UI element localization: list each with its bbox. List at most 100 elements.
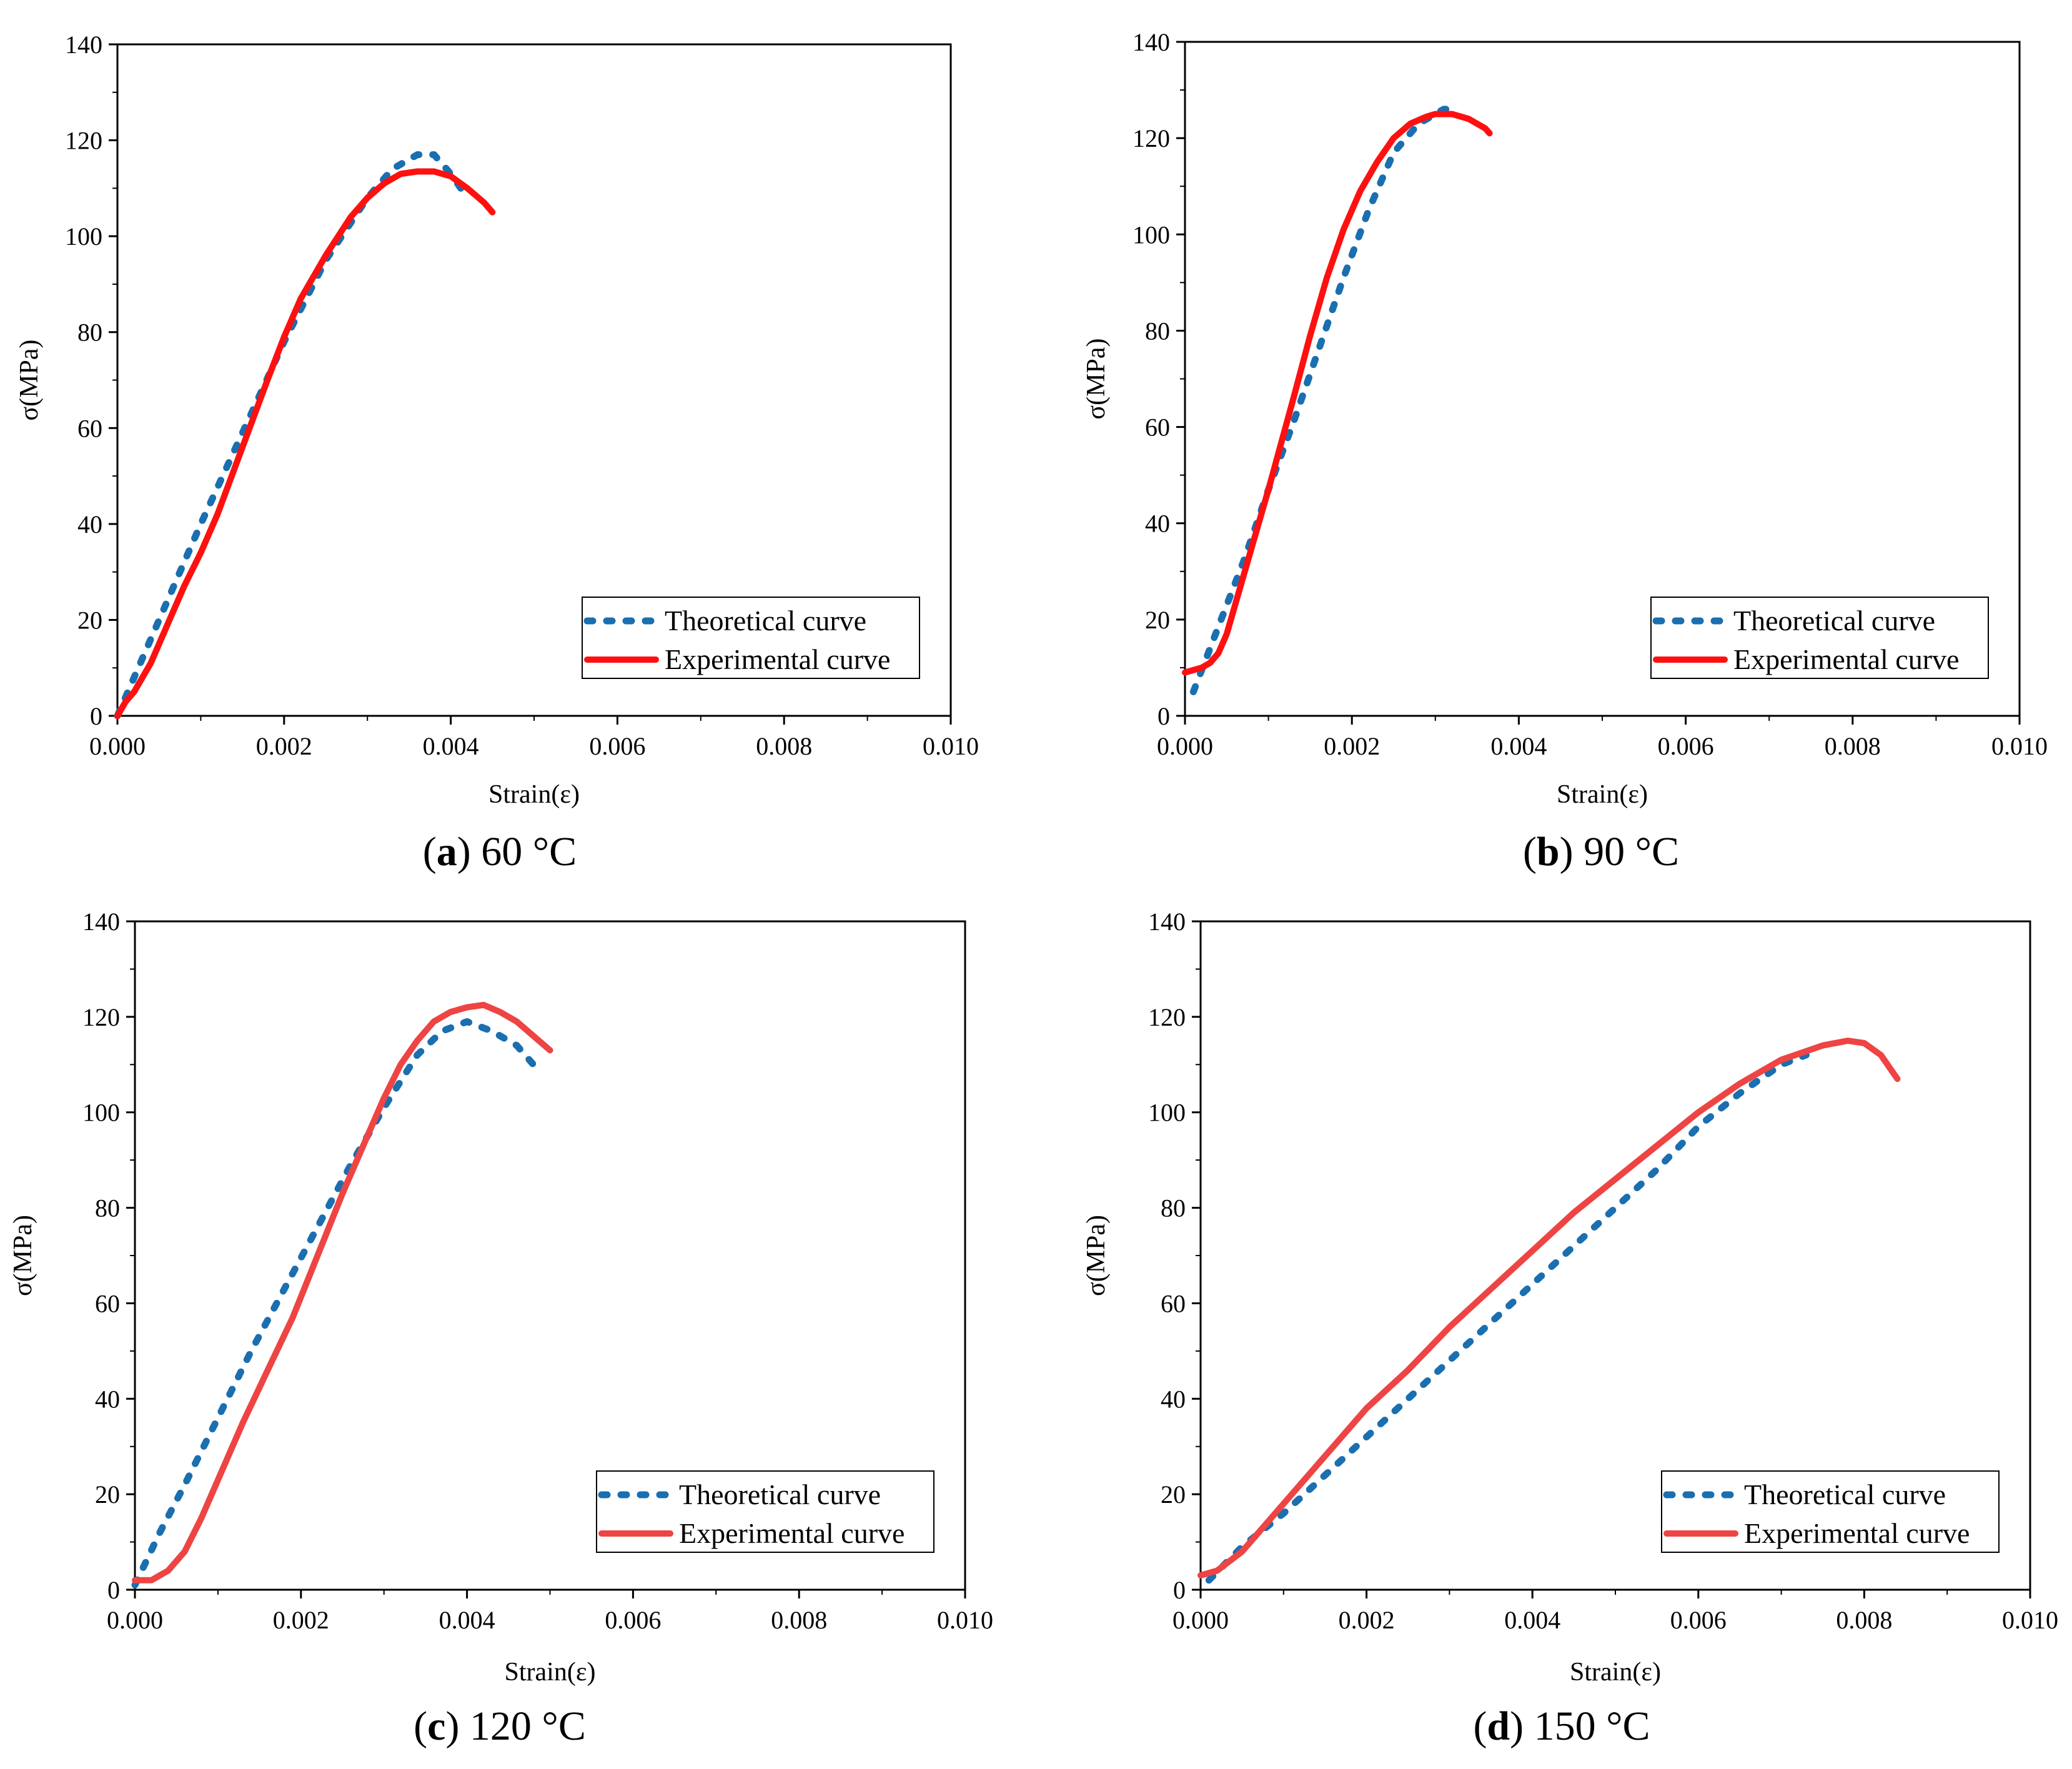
- x-tick-label: 0.006: [1670, 1606, 1727, 1634]
- panel-caption: (d) 150 °C: [1473, 1703, 1650, 1749]
- legend-box: [1661, 1470, 2000, 1553]
- x-tick-label: 0.008: [1825, 732, 1881, 760]
- caption-letter: c: [427, 1703, 445, 1749]
- y-tick-label: 0: [107, 1576, 120, 1604]
- y-tick-label: 60: [1145, 414, 1170, 442]
- y-tick-label: 40: [77, 510, 102, 538]
- x-tick-label: 0.006: [589, 732, 645, 760]
- x-tick-label: 0.010: [1991, 732, 2048, 760]
- legend-box: [596, 1470, 934, 1553]
- y-tick-label: 80: [77, 319, 102, 347]
- y-tick-label: 120: [1148, 1003, 1186, 1031]
- panel-caption: (b) 90 °C: [1523, 829, 1679, 875]
- legend-theoretical-label: Theoretical curve: [679, 1479, 881, 1510]
- x-tick-label: 0.008: [1836, 1606, 1892, 1634]
- caption-temperature: 60 °C: [481, 829, 577, 875]
- y-tick-label: 20: [77, 606, 102, 634]
- legend-experimental-label: Experimental curve: [679, 1517, 905, 1549]
- y-tick-label: 80: [1145, 317, 1170, 345]
- y-axis-title: σ(MPa): [1082, 1215, 1111, 1296]
- legend-box: [1650, 597, 1989, 679]
- x-tick-label: 0.010: [937, 1606, 993, 1634]
- caption-temperature: 120 °C: [470, 1703, 586, 1749]
- x-axis-title: Strain(ε): [1570, 1658, 1661, 1687]
- y-tick-label: 120: [65, 127, 102, 155]
- panel-b: 0 20 40 60 80 100 120 140 0.000 0.002 0.004 0.006 0.…: [1082, 28, 2048, 875]
- y-tick-label: 0: [1173, 1576, 1186, 1604]
- y-tick-label: 0: [1157, 702, 1170, 730]
- legend-theoretical-label: Theoretical curve: [1744, 1479, 1946, 1510]
- y-axis-title: σ(MPa): [15, 340, 44, 421]
- y-tick-label: 120: [82, 1003, 120, 1031]
- legend-theoretical-label: Theoretical curve: [665, 605, 866, 637]
- x-tick-label: 0.010: [2002, 1606, 2058, 1634]
- legend-box: [582, 597, 920, 679]
- y-tick-label: 20: [95, 1480, 120, 1509]
- y-tick-label: 140: [65, 31, 102, 59]
- legend-experimental-label: Experimental curve: [1744, 1517, 1970, 1549]
- y-tick-label: 40: [95, 1385, 120, 1413]
- panel-caption: (a) 60 °C: [423, 829, 577, 875]
- panel-d: 0 20 40 60 80 100 120 140 0.000 0.002 0.004 0.006 0.…: [1082, 908, 2058, 1749]
- experimental-curve-line: [1197, 1038, 1901, 1579]
- x-tick-label: 0.000: [1172, 1606, 1229, 1634]
- x-tick-label: 0.008: [756, 732, 812, 760]
- x-tick-label: 0.006: [1658, 732, 1714, 760]
- y-tick-label: 20: [1145, 606, 1170, 634]
- panel-a: 0 20 40 60 80 100 120 140 0.000 0.002 0.004 0.006 0.…: [15, 31, 979, 875]
- y-axis-title: σ(MPa): [1082, 339, 1111, 420]
- legend-experimental-label: Experimental curve: [665, 643, 890, 675]
- y-tick-label: 140: [82, 908, 120, 936]
- y-tick-label: 100: [82, 1099, 120, 1127]
- x-tick-label: 0.000: [107, 1606, 163, 1634]
- y-tick-label: 60: [1161, 1289, 1186, 1317]
- x-tick-label: 0.010: [923, 732, 979, 760]
- y-tick-label: 140: [1133, 28, 1170, 56]
- y-tick-label: 40: [1145, 510, 1170, 538]
- experimental-curve-line: [1182, 111, 1493, 676]
- x-tick-label: 0.000: [89, 732, 146, 760]
- theoretical-curve-line: [1205, 1051, 1810, 1584]
- caption-temperature: 150 °C: [1534, 1703, 1650, 1749]
- x-axis-title: Strain(ε): [505, 1658, 596, 1687]
- caption-letter: d: [1487, 1703, 1510, 1749]
- y-tick-label: 20: [1161, 1480, 1186, 1509]
- experimental-curve-line: [114, 168, 496, 719]
- y-tick-label: 60: [95, 1289, 120, 1317]
- x-tick-label: 0.006: [605, 1606, 661, 1634]
- caption-letter: a: [437, 829, 457, 875]
- y-tick-label: 120: [1133, 124, 1170, 152]
- y-tick-label: 100: [65, 222, 102, 250]
- x-tick-label: 0.002: [256, 732, 312, 760]
- legend-experimental-label: Experimental curve: [1733, 643, 1959, 675]
- y-tick-label: 100: [1133, 221, 1170, 249]
- x-tick-label: 0.004: [423, 732, 479, 760]
- y-tick-label: 40: [1161, 1385, 1186, 1413]
- legend-theoretical-label: Theoretical curve: [1733, 605, 1935, 637]
- caption-letter: b: [1537, 829, 1560, 875]
- y-tick-label: 100: [1148, 1099, 1186, 1127]
- theoretical-curve-line: [131, 1018, 537, 1588]
- y-tick-label: 60: [77, 414, 102, 442]
- y-axis-title: σ(MPa): [9, 1215, 37, 1296]
- x-tick-label: 0.002: [1324, 732, 1380, 760]
- x-axis-title: Strain(ε): [1557, 780, 1648, 809]
- y-tick-label: 140: [1148, 908, 1186, 936]
- theoretical-curve-line: [1189, 106, 1455, 695]
- x-tick-label: 0.004: [1504, 1606, 1560, 1634]
- x-axis-title: Strain(ε): [488, 780, 580, 809]
- y-tick-label: 80: [95, 1194, 120, 1222]
- x-tick-label: 0.000: [1157, 732, 1213, 760]
- panel-c: 0 20 40 60 80 100 120 140 0.000 0.002 0.004 0.006 0.…: [9, 908, 993, 1749]
- x-tick-label: 0.004: [1490, 732, 1547, 760]
- caption-temperature: 90 °C: [1584, 829, 1679, 875]
- y-tick-label: 0: [90, 702, 102, 730]
- x-tick-label: 0.002: [273, 1606, 329, 1634]
- y-tick-label: 80: [1161, 1194, 1186, 1222]
- panel-caption: (c) 120 °C: [414, 1703, 586, 1749]
- experimental-curve-line: [132, 1001, 553, 1583]
- theoretical-curve-line: [114, 151, 471, 720]
- x-tick-label: 0.004: [439, 1606, 495, 1634]
- x-tick-label: 0.002: [1339, 1606, 1395, 1634]
